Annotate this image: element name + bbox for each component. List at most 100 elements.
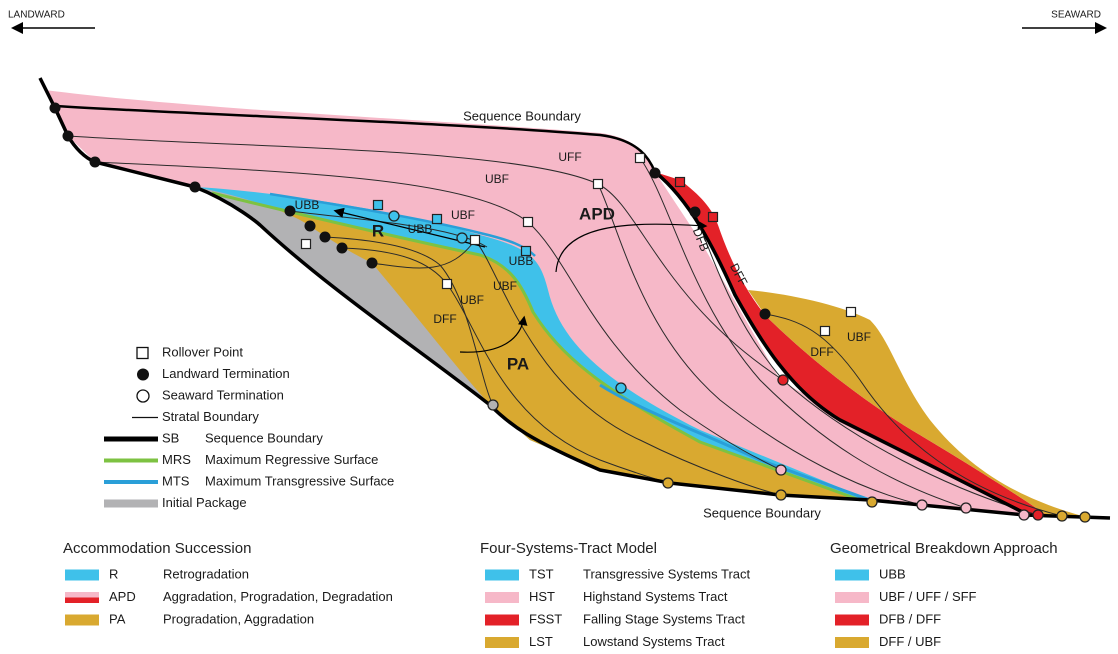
apd-arrow — [555, 220, 708, 273]
rollover-point — [469, 234, 481, 246]
seaward-termination — [916, 499, 928, 511]
legend-swatch — [485, 637, 519, 648]
sequence-boundary — [653, 170, 1031, 518]
region-label: APD — [579, 204, 615, 223]
legend-label: Maximum Transgressive Surface — [205, 473, 394, 488]
region-label: UFF — [558, 150, 581, 164]
region-label: UBF — [847, 330, 871, 344]
region-label: DFF — [810, 345, 833, 359]
seaward-termination — [866, 496, 878, 508]
legend-swatch — [485, 592, 519, 603]
seaward-termination — [960, 502, 972, 514]
seaward-termination — [1079, 511, 1091, 523]
seaward-termination — [1018, 509, 1030, 521]
legend-code: TST — [529, 566, 554, 581]
rollover-point — [372, 199, 384, 211]
landward-termination — [49, 102, 61, 114]
rollover-point — [520, 245, 532, 257]
legend-label: Seaward Termination — [162, 387, 284, 402]
region-label: UBF — [485, 172, 509, 186]
landward-termination — [319, 231, 331, 243]
rollover-point — [674, 176, 686, 188]
stratal-boundary — [764, 313, 1063, 517]
legend-label: Rollover Point — [162, 344, 243, 359]
stratal-boundary — [371, 239, 782, 496]
legend-code: PA — [109, 611, 126, 626]
landward-termination — [304, 220, 316, 232]
landward-label: LANDWARD — [8, 10, 65, 21]
landward-termination — [759, 308, 771, 320]
landward-termination — [62, 130, 74, 142]
legend-icon — [137, 368, 149, 381]
rollover-point — [441, 278, 453, 290]
legend-label: Retrogradation — [163, 566, 249, 581]
legend-label: Landward Termination — [162, 366, 290, 381]
rollover-point — [845, 306, 857, 318]
legend-swatch — [65, 592, 99, 603]
landward-termination — [89, 156, 101, 168]
seaward-termination — [1056, 510, 1068, 522]
stratal-boundary — [341, 247, 669, 484]
sequence-boundary — [54, 104, 657, 173]
seaward-label: SEAWARD — [1051, 10, 1101, 21]
legend-swatch — [65, 614, 99, 626]
seaward-termination — [1032, 509, 1044, 521]
region-label: UBF — [460, 293, 484, 307]
legend-label: UBB — [879, 566, 906, 581]
legend-label: Aggradation, Progradation, Degradation — [163, 589, 393, 604]
rollover-point — [431, 213, 443, 225]
seaward-termination — [777, 374, 789, 386]
seaward-termination — [388, 210, 400, 222]
legend-label: Highstand Systems Tract — [583, 589, 728, 604]
legend-code: HST — [529, 589, 555, 604]
region-label: UBB — [295, 198, 320, 212]
region-label: UBB — [408, 222, 433, 236]
stratal-boundary — [639, 157, 967, 509]
mts-line — [269, 192, 536, 257]
legend-code: APD — [109, 589, 136, 604]
legend-code: MRS — [162, 452, 191, 467]
legend-label: DFB / DFF — [879, 611, 941, 626]
rollover-point — [300, 238, 312, 250]
legend-code: SB — [162, 430, 179, 445]
legend-code: LST — [529, 634, 553, 649]
rollover-point — [522, 216, 534, 228]
rollover-point — [819, 325, 831, 337]
legend-label: Progradation, Aggradation — [163, 611, 314, 626]
legend-label: Sequence Boundary — [205, 430, 323, 445]
seaward-termination — [662, 477, 674, 489]
legend-swatch — [835, 592, 869, 603]
rollover-point — [592, 178, 604, 190]
legend-label: Falling Stage Systems Tract — [583, 611, 745, 626]
region-label: DFF — [433, 312, 456, 326]
legend-label: UBF / UFF / SFF — [879, 589, 977, 604]
landward-termination — [189, 181, 201, 193]
stratal-boundary — [67, 135, 784, 381]
seaward-termination — [456, 232, 468, 244]
pa-arrow — [459, 315, 528, 353]
legend-swatch — [65, 569, 99, 581]
stratal-boundary — [597, 183, 923, 506]
sb-bottom-label: Sequence Boundary — [703, 505, 821, 520]
seaward-termination — [615, 382, 627, 394]
region-label: UBB — [509, 254, 534, 268]
legend-label: Stratal Boundary — [162, 409, 259, 424]
fsst-region — [655, 172, 1048, 516]
landward-termination — [649, 167, 661, 179]
legend-label: Maximum Regressive Surface — [205, 452, 378, 467]
legend-code: MTS — [162, 473, 190, 488]
landward-termination — [689, 206, 701, 218]
region-label: R — [372, 221, 384, 240]
stratal-boundary — [694, 211, 1039, 516]
sequence-boundary — [194, 185, 1111, 520]
legend-icon — [136, 389, 150, 403]
legend-swatch — [835, 614, 869, 626]
legend-label: Transgressive Systems Tract — [583, 566, 751, 581]
legend-label: DFF / UBF — [879, 634, 941, 649]
mrs-line — [211, 191, 861, 502]
legend-swatch — [485, 614, 519, 626]
sb-top-label: Sequence Boundary — [463, 108, 581, 123]
